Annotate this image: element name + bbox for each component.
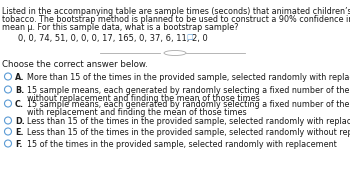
Text: Listed in the accompanying table are sample times (seconds) that animated childr: Listed in the accompanying table are sam… [2, 7, 350, 16]
Text: 15 sample means, each generated by randomly selecting a fixed number of the time: 15 sample means, each generated by rando… [27, 86, 350, 95]
Text: C.: C. [15, 100, 24, 109]
Text: Choose the correct answer below.: Choose the correct answer below. [2, 60, 148, 69]
Text: with replacement and finding the mean of those times: with replacement and finding the mean of… [27, 108, 247, 117]
Text: A.: A. [15, 73, 24, 82]
Ellipse shape [164, 50, 186, 55]
Text: □: □ [186, 34, 193, 40]
Text: mean μ. For this sample data, what is a bootstrap sample?: mean μ. For this sample data, what is a … [2, 23, 238, 32]
Text: Less than 15 of the times in the provided sample, selected randomly with replace: Less than 15 of the times in the provide… [27, 117, 350, 126]
Text: More than 15 of the times in the provided sample, selected randomly with replace: More than 15 of the times in the provide… [27, 73, 350, 82]
Text: E.: E. [15, 128, 23, 137]
Text: B.: B. [15, 86, 24, 95]
Text: 15 of the times in the provided sample, selected randomly with replacement: 15 of the times in the provided sample, … [27, 140, 337, 149]
Text: without replacement and finding the mean of those times: without replacement and finding the mean… [27, 94, 260, 103]
Text: D.: D. [15, 117, 25, 126]
Text: 0, 0, 74, 51, 0, 0, 0, 17, 165, 0, 37, 6, 11, 2, 0: 0, 0, 74, 51, 0, 0, 0, 17, 165, 0, 37, 6… [18, 34, 208, 43]
Text: F.: F. [15, 140, 22, 149]
Text: 15 sample means, each generated by randomly selecting a fixed number of the time: 15 sample means, each generated by rando… [27, 100, 350, 109]
Text: tobacco. The bootstrap method is planned to be used to construct a 90% confidenc: tobacco. The bootstrap method is planned… [2, 15, 350, 24]
Text: Less than 15 of the times in the provided sample, selected randomly without repl: Less than 15 of the times in the provide… [27, 128, 350, 137]
